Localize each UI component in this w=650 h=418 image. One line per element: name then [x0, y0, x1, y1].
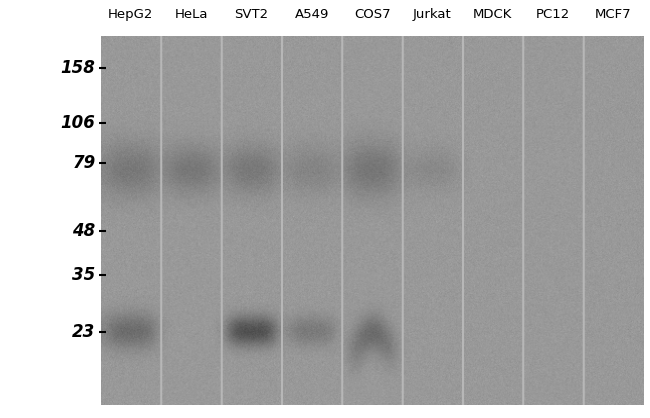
Text: COS7: COS7 [354, 8, 391, 21]
Text: 106: 106 [60, 114, 96, 132]
Text: HeLa: HeLa [174, 8, 208, 21]
Text: MDCK: MDCK [473, 8, 512, 21]
Text: 48: 48 [72, 222, 96, 240]
Text: 79: 79 [72, 154, 96, 172]
Text: HepG2: HepG2 [108, 8, 153, 21]
Text: 23: 23 [72, 323, 96, 341]
Text: 35: 35 [72, 265, 96, 283]
Text: PC12: PC12 [536, 8, 570, 21]
Text: SVT2: SVT2 [235, 8, 268, 21]
Text: MCF7: MCF7 [595, 8, 632, 21]
Text: 158: 158 [60, 59, 96, 77]
Text: A549: A549 [294, 8, 329, 21]
Text: Jurkat: Jurkat [413, 8, 452, 21]
